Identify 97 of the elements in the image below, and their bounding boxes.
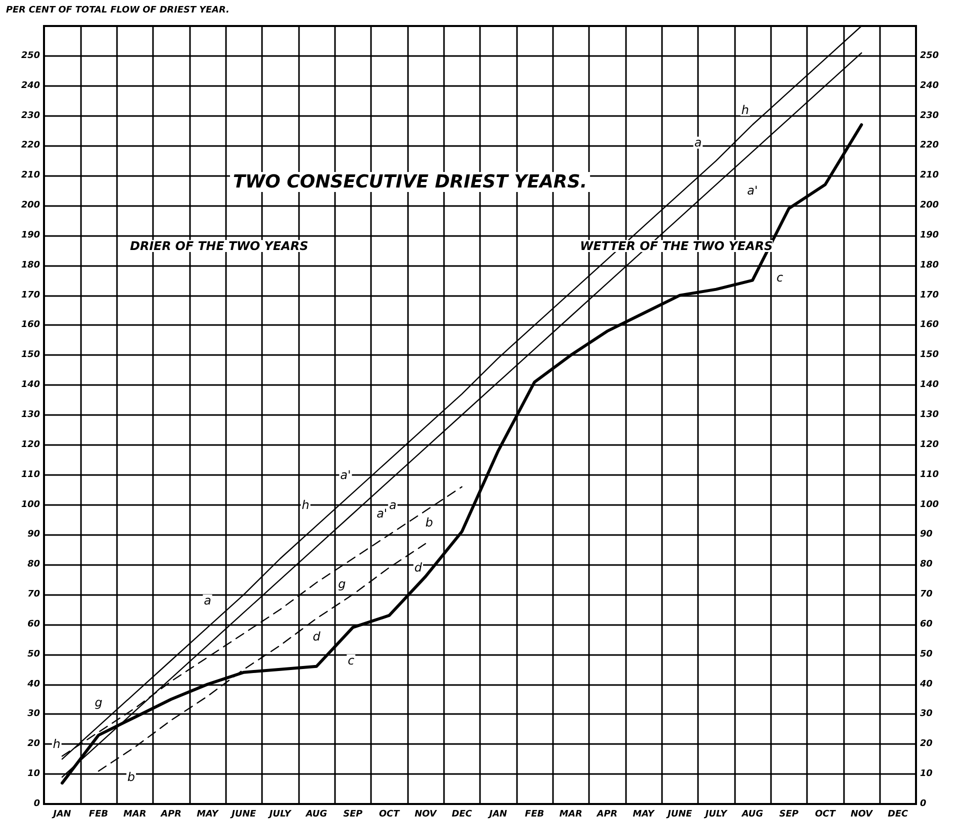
annotation: b	[425, 516, 434, 530]
annotation: DRIER OF THE TWO YEARS	[130, 239, 308, 253]
y2-tick-label: 230	[920, 110, 939, 121]
annotation: h	[302, 498, 310, 512]
annotation: h	[52, 737, 61, 752]
x-tick-label: DEC	[888, 810, 908, 820]
x-tick-label: JUNE	[230, 810, 257, 820]
y-tick-label: 0	[34, 799, 40, 809]
y2-tick-label: 0	[920, 799, 926, 809]
annotation: b	[127, 770, 136, 784]
y2-tick-label: 250	[920, 50, 939, 61]
x-tick-label: MAY	[196, 810, 220, 820]
y-tick-label: 110	[21, 470, 40, 480]
y2-tick-label: 40	[919, 679, 933, 690]
annotation: a'	[747, 184, 758, 198]
y2-tick-label: 210	[920, 170, 939, 181]
y2-tick-label: 10	[920, 769, 933, 780]
annotation: a	[204, 594, 212, 608]
y-axis-title: PER CENT OF TOTAL FLOW OF DRIEST YEAR.	[6, 6, 230, 16]
annotation: a	[694, 136, 702, 150]
y2-tick-label: 160	[920, 320, 939, 330]
y2-tick-label: 140	[920, 380, 939, 390]
y2-tick-label: 180	[920, 260, 939, 270]
y2-tick-label: 170	[920, 290, 939, 300]
y-tick-label: 140	[21, 380, 40, 390]
y2-tick-label: 100	[920, 500, 939, 510]
y2-tick-label: 20	[920, 739, 933, 750]
annotation: h	[741, 102, 750, 117]
text: TWO CONSECUTIVE DRIEST YEARS.	[233, 172, 588, 192]
y-tick-label: 240	[21, 80, 40, 91]
x-tick-label: JULY	[267, 810, 292, 820]
x-tick-label: NOV	[850, 810, 874, 820]
y2-tick-label: 240	[920, 80, 939, 91]
x-tick-label: APR	[160, 810, 182, 820]
y-tick-label: 20	[27, 739, 40, 750]
y-tick-label: 30	[27, 709, 40, 720]
x-tick-label: JULY	[703, 810, 728, 820]
y-tick-label: 90	[27, 530, 40, 540]
x-tick-label: OCT	[378, 810, 400, 820]
x-tick-label: SEP	[343, 810, 363, 820]
x-tick-label: DEC	[452, 810, 472, 820]
y-tick-label: 180	[21, 260, 40, 270]
y2-tick-label: 110	[920, 470, 939, 480]
x-tick-label: FEB	[88, 810, 108, 820]
annotation: a'	[376, 506, 388, 521]
y2-tick-label: 30	[920, 709, 933, 720]
x-tick-label: NOV	[414, 810, 438, 820]
x-tick-label: JAN	[51, 810, 72, 820]
y2-tick-label: 130	[920, 410, 939, 420]
annotation: c	[776, 270, 784, 284]
y-tick-label: 80	[27, 560, 40, 570]
x-tick-label: MAR	[123, 810, 146, 820]
y2-tick-label: 80	[920, 560, 933, 570]
y-tick-label: 170	[21, 290, 40, 300]
y-tick-label: 200	[21, 200, 40, 211]
x-tick-label: JAN	[487, 810, 508, 820]
y2-tick-label: 70	[920, 590, 933, 600]
y-tick-label: 230	[21, 110, 40, 121]
x-tick-label: AUG	[740, 810, 764, 820]
y-tick-label: 150	[21, 350, 40, 360]
y-tick-label: 10	[27, 769, 40, 780]
y2-tick-label: 220	[920, 140, 939, 151]
y-tick-label: 120	[21, 440, 40, 450]
y2-tick-label: 200	[920, 200, 939, 211]
y-tick-label: 220	[21, 140, 40, 151]
y-tick-label: 40	[26, 679, 40, 690]
y2-tick-label: 190	[920, 230, 939, 240]
y-tick-label: 190	[21, 230, 40, 240]
x-tick-label: SEP	[779, 810, 799, 820]
x-tick-label: AUG	[304, 810, 328, 820]
y2-tick-label: 150	[920, 350, 939, 360]
y-tick-label: 160	[21, 320, 40, 330]
y-tick-label: 130	[21, 410, 40, 420]
x-tick-label: MAY	[632, 810, 656, 820]
y-tick-label: 250	[21, 50, 40, 61]
annotation: c	[348, 653, 355, 668]
y2-tick-label: 120	[920, 440, 939, 450]
x-tick-label: MAR	[559, 810, 582, 820]
y-tick-label: 60	[27, 619, 40, 630]
annotation: a	[389, 498, 396, 512]
x-tick-label: OCT	[814, 810, 836, 820]
y-tick-label: 50	[27, 649, 40, 660]
y2-tick-label: 50	[920, 649, 933, 660]
annotation: g	[94, 695, 103, 710]
y-tick-label: 210	[21, 170, 40, 181]
y-tick-label: 100	[21, 500, 40, 510]
annotation: d	[312, 629, 321, 644]
y-tick-label: 70	[27, 590, 40, 600]
x-tick-label: FEB	[524, 810, 544, 820]
annotation: a'	[340, 468, 351, 482]
annotation: d	[414, 560, 422, 575]
annotation: g	[338, 577, 346, 592]
y2-tick-label: 90	[920, 530, 933, 540]
x-tick-label: APR	[596, 810, 618, 820]
annotation: WETTER OF THE TWO YEARS	[580, 239, 773, 253]
x-tick-label: JUNE	[666, 810, 693, 820]
y2-tick-label: 60	[920, 619, 933, 630]
